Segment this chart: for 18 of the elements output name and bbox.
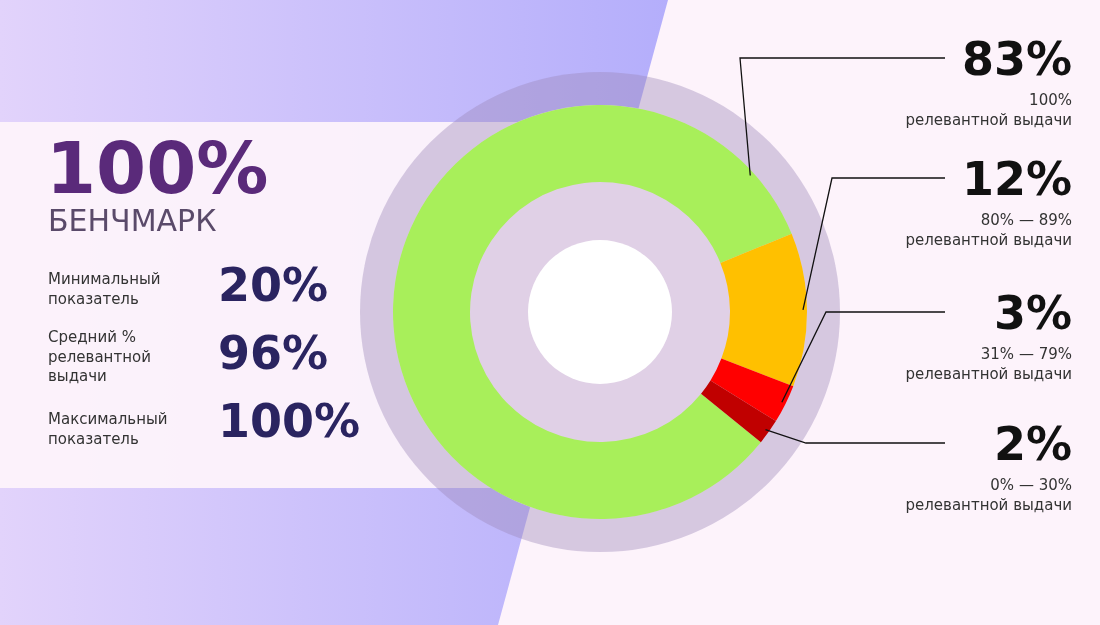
text: 20% (218, 258, 329, 312)
data-label: 2% (993, 417, 1072, 471)
donut-slice (710, 358, 794, 422)
text: 96% (218, 326, 329, 380)
data-label: 12% (961, 152, 1072, 206)
slice-label: 100% релевантной выдачи (905, 91, 1072, 129)
donut-slice (720, 233, 807, 387)
text: Минимальный показатель (48, 270, 162, 309)
data-label: 3% (993, 286, 1072, 340)
data-label: 83% (961, 32, 1072, 86)
text: 100% (218, 394, 361, 448)
slice-label: 0% — 30% релевантной выдачи (905, 476, 1072, 514)
text: Средний % релевантной выдачи (48, 328, 152, 387)
slice-label: 80% — 89% релевантной выдачи (905, 211, 1072, 249)
text: Максимальный показатель (48, 410, 169, 449)
slice-label: 31% — 79% релевантной выдачи (905, 345, 1072, 383)
donut-slice (393, 105, 792, 519)
donut-slice (701, 380, 776, 443)
